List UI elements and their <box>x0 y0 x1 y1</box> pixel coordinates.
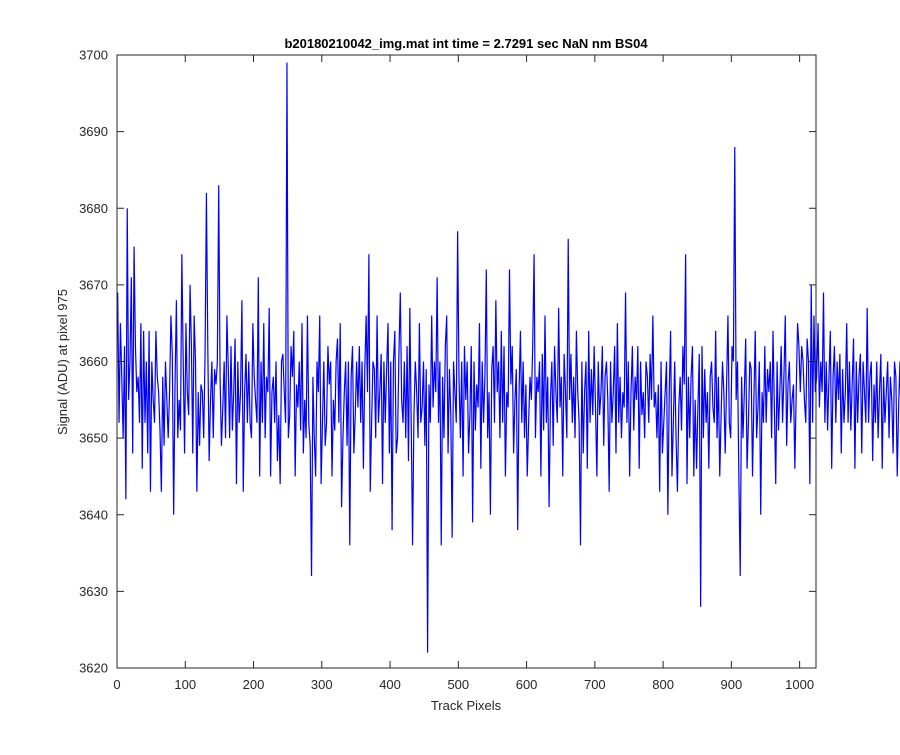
x-tick-label-0: 0 <box>113 677 120 692</box>
x-tick-label-500: 500 <box>447 677 469 692</box>
y-tick-label-3640: 3640 <box>79 507 108 522</box>
x-tick-label-100: 100 <box>174 677 196 692</box>
x-tick-label-700: 700 <box>584 677 606 692</box>
y-tick-label-3620: 3620 <box>79 661 108 676</box>
x-axis-label: Track Pixels <box>431 698 502 713</box>
x-tick-label-900: 900 <box>721 677 743 692</box>
chart-title: b20180210042_img.mat int time = 2.7291 s… <box>284 36 648 51</box>
x-tick-label-600: 600 <box>516 677 538 692</box>
series-line-0 <box>117 62 900 653</box>
y-tick-label-3670: 3670 <box>79 277 108 292</box>
y-tick-label-3680: 3680 <box>79 201 108 216</box>
y-axis-label: Signal (ADU) at pixel 975 <box>55 289 70 435</box>
y-tick-label-3660: 3660 <box>79 354 108 369</box>
ticks-layer: 0 100 200 300 400 500 600 700 800 900 1000 3620 3630… <box>79 48 816 692</box>
x-tick-label-200: 200 <box>243 677 265 692</box>
series-layer <box>117 62 900 653</box>
y-tick-label-3700: 3700 <box>79 48 108 63</box>
y-tick-label-3690: 3690 <box>79 124 108 139</box>
x-tick-label-300: 300 <box>311 677 333 692</box>
x-tick-label-1000: 1000 <box>785 677 814 692</box>
y-tick-label-3630: 3630 <box>79 584 108 599</box>
x-tick-label-400: 400 <box>379 677 401 692</box>
y-tick-label-3650: 3650 <box>79 431 108 446</box>
x-tick-label-800: 800 <box>652 677 674 692</box>
